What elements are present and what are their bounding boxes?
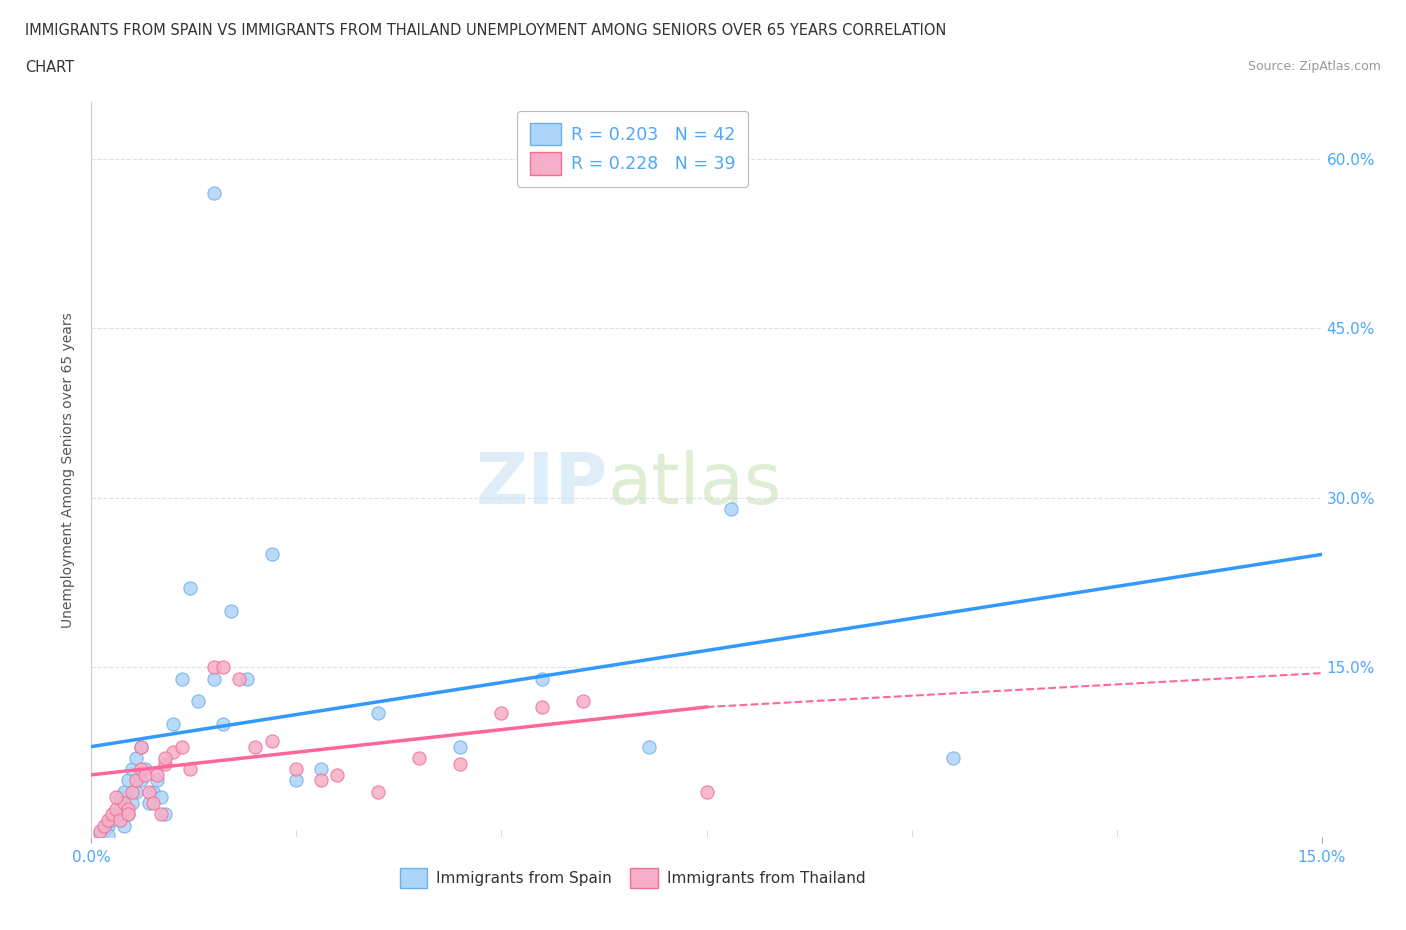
- Point: [105, 790, 127, 804]
- Point: [187, 694, 209, 709]
- Point: [117, 802, 139, 817]
- Point: [89, 826, 111, 841]
- Point: [121, 784, 143, 799]
- Point: [150, 790, 173, 804]
- Point: [97, 828, 120, 843]
- Point: [260, 547, 283, 562]
- Point: [202, 671, 225, 686]
- Point: [138, 796, 160, 811]
- Point: [93, 824, 115, 839]
- Point: [170, 671, 193, 686]
- Point: [245, 739, 267, 754]
- Point: [129, 739, 152, 754]
- Point: [720, 502, 742, 517]
- Legend: Immigrants from Spain, Immigrants from Thailand: Immigrants from Spain, Immigrants from T…: [392, 860, 873, 896]
- Point: [309, 762, 332, 777]
- Text: IMMIGRANTS FROM SPAIN VS IMMIGRANTS FROM THAILAND UNEMPLOYMENT AMONG SENIORS OVE: IMMIGRANTS FROM SPAIN VS IMMIGRANTS FROM…: [25, 23, 946, 38]
- Text: CHART: CHART: [25, 60, 75, 75]
- Point: [179, 581, 201, 596]
- Point: [108, 790, 131, 804]
- Point: [153, 756, 177, 771]
- Point: [941, 751, 963, 765]
- Point: [108, 813, 131, 828]
- Point: [125, 773, 148, 788]
- Point: [121, 762, 143, 777]
- Point: [367, 705, 389, 720]
- Point: [89, 824, 111, 839]
- Point: [695, 784, 717, 799]
- Point: [108, 802, 131, 817]
- Point: [638, 739, 661, 754]
- Point: [146, 767, 169, 782]
- Text: ZIP: ZIP: [475, 450, 607, 519]
- Point: [162, 745, 184, 760]
- Text: atlas: atlas: [607, 450, 783, 519]
- Point: [408, 751, 430, 765]
- Point: [138, 784, 160, 799]
- Point: [117, 807, 139, 822]
- Point: [112, 818, 135, 833]
- Point: [228, 671, 250, 686]
- Point: [93, 818, 115, 833]
- Point: [572, 694, 595, 709]
- Point: [260, 734, 283, 749]
- Point: [134, 762, 156, 777]
- Y-axis label: Unemployment Among Seniors over 65 years: Unemployment Among Seniors over 65 years: [62, 312, 76, 628]
- Point: [150, 807, 173, 822]
- Point: [142, 796, 165, 811]
- Point: [125, 784, 148, 799]
- Point: [117, 773, 139, 788]
- Point: [326, 767, 349, 782]
- Point: [202, 185, 225, 200]
- Point: [367, 784, 389, 799]
- Point: [531, 671, 554, 686]
- Point: [236, 671, 259, 686]
- Point: [531, 699, 554, 714]
- Point: [449, 739, 471, 754]
- Point: [211, 716, 233, 731]
- Point: [162, 716, 184, 731]
- Point: [129, 739, 152, 754]
- Point: [129, 773, 152, 788]
- Point: [142, 784, 165, 799]
- Point: [101, 807, 124, 822]
- Point: [105, 807, 127, 822]
- Point: [134, 767, 156, 782]
- Point: [211, 660, 233, 675]
- Point: [146, 773, 169, 788]
- Point: [309, 773, 332, 788]
- Point: [97, 813, 120, 828]
- Point: [491, 705, 513, 720]
- Point: [97, 818, 120, 833]
- Point: [179, 762, 201, 777]
- Point: [105, 802, 127, 817]
- Point: [219, 604, 242, 618]
- Point: [153, 807, 177, 822]
- Text: Source: ZipAtlas.com: Source: ZipAtlas.com: [1247, 60, 1381, 73]
- Point: [112, 784, 135, 799]
- Point: [121, 796, 143, 811]
- Point: [202, 660, 225, 675]
- Point: [170, 739, 193, 754]
- Point: [117, 807, 139, 822]
- Point: [285, 762, 308, 777]
- Point: [125, 751, 148, 765]
- Point: [285, 773, 308, 788]
- Point: [449, 756, 471, 771]
- Point: [112, 796, 135, 811]
- Point: [101, 813, 124, 828]
- Point: [129, 762, 152, 777]
- Point: [153, 751, 177, 765]
